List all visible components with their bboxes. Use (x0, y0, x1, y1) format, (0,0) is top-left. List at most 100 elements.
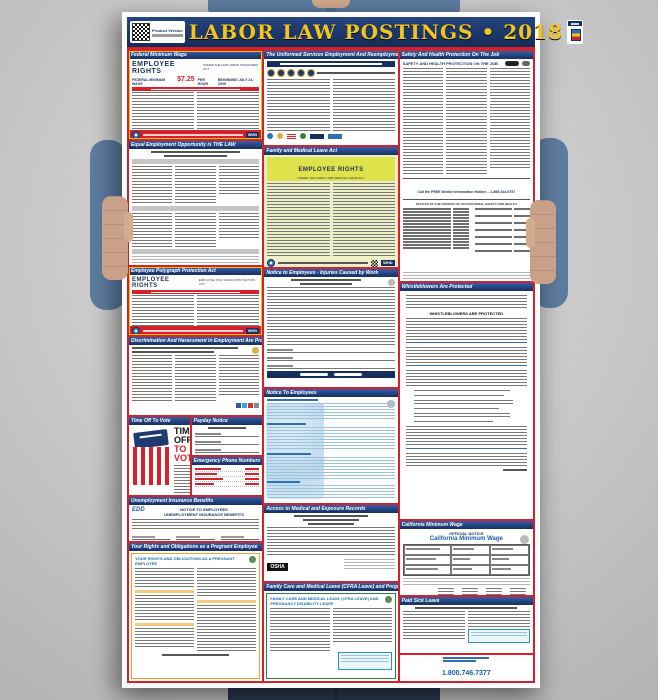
whd-badge: WHD (381, 260, 395, 266)
section-header: Safety And Health Protection On The Job (399, 51, 533, 59)
edd-logo: EDD (132, 507, 145, 513)
vote-payday-row: Time Off To Vote TIME OFF TO VOTE (129, 417, 263, 495)
emergency-row (194, 472, 260, 477)
labor-law-poster: Product Version LABOR LAW POSTINGS • 201… (122, 12, 583, 688)
numbered-list (406, 390, 527, 424)
eagle-icon (287, 69, 296, 77)
star-icon (277, 69, 286, 77)
body-text-columns (267, 183, 395, 257)
barcode-box (566, 20, 583, 44)
ui-title1: NOTICE TO EMPLOYEES (180, 507, 228, 512)
poster-body: Federal Minimum Wage EMPLOYEE RIGHTS UND… (127, 49, 535, 683)
vote-line2: TO VOTE (174, 444, 190, 463)
section-injuries-caused-by-work: Notice to Employees - Injuries Caused by… (264, 269, 398, 387)
person-jeans (228, 686, 440, 700)
fmla-title-band: EMPLOYEE RIGHTS UNDER THE FAMILY AND MED… (267, 157, 395, 181)
section-header: Equal Employment Opportunity is THE LAW (129, 141, 263, 149)
bottom-banner (267, 371, 395, 378)
section-unemployment-insurance: Unemployment Insurance Benefits EDD NOTI… (129, 497, 263, 541)
section-notice-to-employees-edd: Notice To Employees (264, 389, 398, 503)
band-left: FEDERAL MINIMUM WAGE (132, 78, 166, 86)
emergency-row (194, 477, 260, 482)
highlight-bar (197, 600, 257, 603)
wage-rate-table (402, 544, 530, 576)
body-text-columns (135, 568, 257, 654)
share-icon (254, 403, 260, 408)
poster-header: Product Version LABOR LAW POSTINGS • 201… (127, 17, 583, 49)
vote-line1: TIME OFF (174, 426, 190, 445)
cal-osha-logo-icon (504, 61, 519, 66)
employee-rights-title: EMPLOYEE RIGHTS (132, 61, 175, 75)
polygraph-subtitle: EMPLOYEE POLYGRAPH PROTECTION ACT (198, 278, 256, 286)
product-code-line (152, 33, 183, 37)
section-header: Family and Medical Leave Act (264, 147, 398, 155)
dod-logo-icon (310, 133, 325, 139)
ca-state-seal-icon (519, 535, 529, 544)
offices-table (402, 208, 530, 270)
section-header: Time Off To Vote (129, 417, 190, 425)
section-header: Your Rights and Obligations as a Pregnan… (129, 543, 263, 551)
official-notice-label: OFFICIAL NOTICE (449, 531, 484, 536)
employee-rights-title: EMPLOYEE RIGHTS (298, 167, 364, 173)
shield-icon (307, 69, 316, 77)
section-header: Payday Notice (191, 417, 263, 425)
dfeh-seal-icon (384, 596, 392, 603)
section-userra: The Uniformed Services Employment And Re… (264, 51, 398, 145)
dol-logo-icon (267, 133, 274, 139)
section-header: Family Care and Medical Leave (CFRA Leav… (264, 583, 398, 591)
sub-band (132, 249, 260, 254)
product-version-box: Product Version (130, 21, 185, 43)
va-logo-icon (277, 133, 284, 139)
red-strip (132, 290, 260, 294)
section-header: Notice To Employees (264, 389, 398, 397)
section-eeo-is-the-law: Equal Employment Opportunity is THE LAW (129, 141, 263, 265)
osha-logo: OSHA (267, 563, 288, 571)
section-whistleblowers: Whistleblowers Are Protected WHISTLEBLOW… (399, 283, 533, 519)
red-strip (132, 87, 260, 91)
body-text-columns (132, 355, 260, 403)
body-text-columns (132, 295, 260, 326)
whd-badge: WHD (245, 327, 260, 334)
facebook-icon (236, 403, 242, 408)
section-header: Emergency Phone Numbers (191, 457, 263, 465)
dir-logo-icon (521, 61, 530, 66)
section-header: Discrimination And Harassment in Employm… (129, 337, 263, 345)
highlight-bar (135, 590, 195, 593)
form-line (194, 447, 260, 453)
dol-footer: WHD (129, 326, 263, 335)
left-hand (102, 196, 128, 280)
agency-logos-row (267, 133, 394, 139)
flag-icon (297, 69, 306, 77)
vendor-strip: 1.800.746.7377 4 .com (399, 655, 533, 681)
person-neck (312, 0, 350, 8)
emergency-row (194, 482, 260, 487)
body-text-columns (270, 608, 392, 652)
form-line (267, 347, 395, 353)
dwc-seal-icon (387, 279, 395, 286)
section-pregnant-employee-rights: Your Rights and Obligations as a Pregnan… (129, 543, 263, 681)
body-text-columns (267, 79, 395, 131)
sub-band (132, 159, 260, 164)
section-federal-minimum-wage: Federal Minimum Wage EMPLOYEE RIGHTS UND… (129, 51, 263, 139)
dol-seal-icon (132, 326, 140, 335)
dol-seal-icon (132, 130, 140, 139)
body-text-columns (132, 166, 260, 204)
twitter-icon (242, 403, 248, 408)
youtube-icon (248, 403, 254, 408)
section-fmla: Family and Medical Leave Act EMPLOYEE RI… (264, 147, 398, 267)
body-text-columns (402, 68, 530, 176)
rate-columns (403, 588, 530, 595)
vendor-phone: 1.800.746.7377 (441, 670, 491, 677)
ui-title2: UNEMPLOYMENT INSURANCE BENEFITS (164, 512, 244, 517)
product-version-label: Product Version (152, 27, 183, 33)
section-cfra-pregnancy-leave: Family Care and Medical Leave (CFRA Leav… (264, 583, 398, 681)
section-emergency-phone-numbers: Emergency Phone Numbers (191, 457, 263, 495)
offices-title: OFFICES OF THE DIVISION OF OCCUPATIONAL … (415, 202, 517, 206)
hotline-text: Call the FREE Worker Information Hotline… (417, 190, 516, 194)
body-text-columns (402, 611, 530, 643)
social-icons-row (132, 403, 260, 408)
middle-column: The Uniformed Services Employment And Re… (264, 51, 398, 681)
left-thumb (124, 212, 133, 242)
form-line (194, 439, 260, 445)
